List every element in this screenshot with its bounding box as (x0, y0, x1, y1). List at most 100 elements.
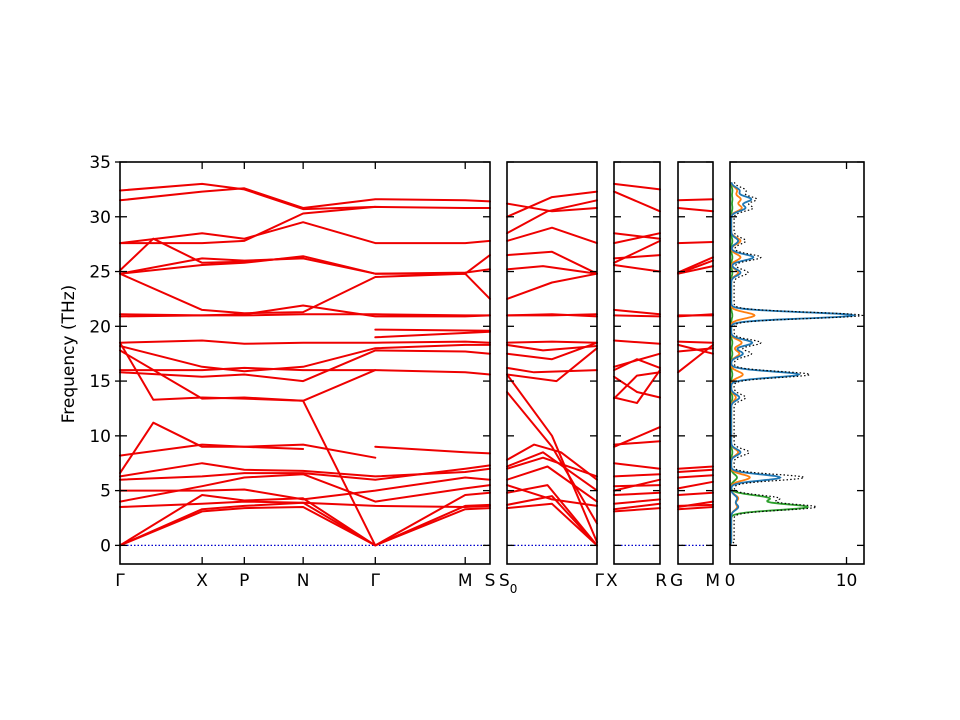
panel-path-2: S0 Γ (499, 161, 605, 596)
x-tick-label: Γ (115, 571, 125, 591)
band-line (613, 478, 661, 492)
band-line (119, 473, 491, 503)
band-line (119, 187, 491, 209)
panel-path-1: 0 5 10 15 20 25 30 35 Γ X P N Γ M S (89, 153, 495, 591)
band-line (613, 339, 661, 345)
band-line (506, 272, 598, 300)
band-line (119, 349, 377, 402)
band-line (613, 491, 661, 496)
x-tick-label: Γ (595, 571, 605, 591)
band-line (119, 500, 491, 508)
y-tick-label: 10 (89, 427, 111, 447)
band-line (677, 500, 714, 508)
band-line (506, 313, 598, 318)
band-line (613, 182, 661, 191)
y-tick-label: 20 (89, 317, 111, 337)
band-line (613, 232, 661, 240)
x-tick-label: X (196, 571, 208, 591)
band-line (613, 426, 661, 448)
band-line (677, 465, 714, 470)
panel-frame (677, 161, 714, 565)
band-line (613, 254, 661, 260)
x-tick-label: N (297, 571, 310, 591)
band-line (506, 465, 598, 503)
band-line (506, 250, 598, 275)
band-line (119, 491, 491, 547)
x-tick-label: M (458, 571, 473, 591)
band-line (677, 474, 714, 479)
band-line (506, 347, 598, 383)
band-line (119, 464, 491, 481)
band-line (677, 343, 714, 355)
band-line (613, 314, 661, 318)
band-line (613, 308, 661, 316)
band-line (506, 495, 598, 547)
band-line (677, 343, 714, 374)
band-line (506, 226, 598, 245)
band-line (613, 369, 661, 404)
x-tick-label: S (485, 571, 496, 591)
band-line (613, 232, 661, 245)
band-line (613, 375, 661, 399)
band-line (677, 506, 714, 511)
band-line (613, 190, 661, 213)
x-tick-label: R (655, 571, 667, 591)
x-tick-label: P (239, 571, 249, 591)
band-line (677, 340, 714, 344)
band-line (119, 349, 491, 383)
band-line (119, 182, 377, 211)
band-line (506, 502, 598, 547)
band-line (506, 456, 598, 478)
x-tick-label: Γ (371, 571, 381, 591)
band-line (613, 358, 661, 372)
band-line (119, 221, 491, 245)
band-line (374, 445, 491, 455)
band-line (119, 366, 491, 376)
band-line (119, 476, 491, 501)
band-line (613, 371, 661, 400)
y-tick-label: 0 (100, 536, 111, 556)
band-line (506, 484, 598, 507)
band-line (506, 340, 598, 344)
x-tick-label: X (606, 571, 618, 591)
y-tick-label: 30 (89, 208, 111, 228)
band-line (119, 254, 491, 275)
x-tick-label: 10 (836, 571, 858, 591)
x-tick-label: M (705, 571, 720, 591)
band-line (506, 443, 598, 481)
band-line (506, 190, 598, 218)
band-line (677, 198, 714, 202)
band-line (374, 330, 491, 339)
band-line (506, 391, 598, 525)
band-line (613, 264, 661, 273)
band-line (374, 328, 491, 332)
band-line (613, 473, 661, 478)
band-line (677, 468, 714, 473)
band-line (613, 239, 661, 264)
band-line (613, 507, 661, 513)
band-line (506, 202, 598, 213)
band-line (119, 506, 491, 547)
panel-frame (613, 161, 661, 565)
band-line (119, 257, 491, 275)
dos-series1-line (729, 182, 857, 546)
panel-frame (119, 161, 491, 565)
y-tick-label: 5 (100, 482, 111, 502)
panel-frame (506, 161, 598, 565)
band-line (677, 241, 714, 245)
band-line (677, 313, 714, 318)
band-line (613, 462, 661, 470)
band-line (677, 480, 714, 490)
y-tick-label: 25 (89, 263, 111, 283)
band-line (613, 502, 661, 511)
band-line (119, 205, 491, 245)
x-tick-label: 0 (725, 571, 736, 591)
band-line (677, 491, 714, 496)
band-line (119, 237, 305, 272)
band-line (506, 265, 598, 275)
y-tick-label: 15 (89, 372, 111, 392)
band-line (677, 256, 714, 274)
